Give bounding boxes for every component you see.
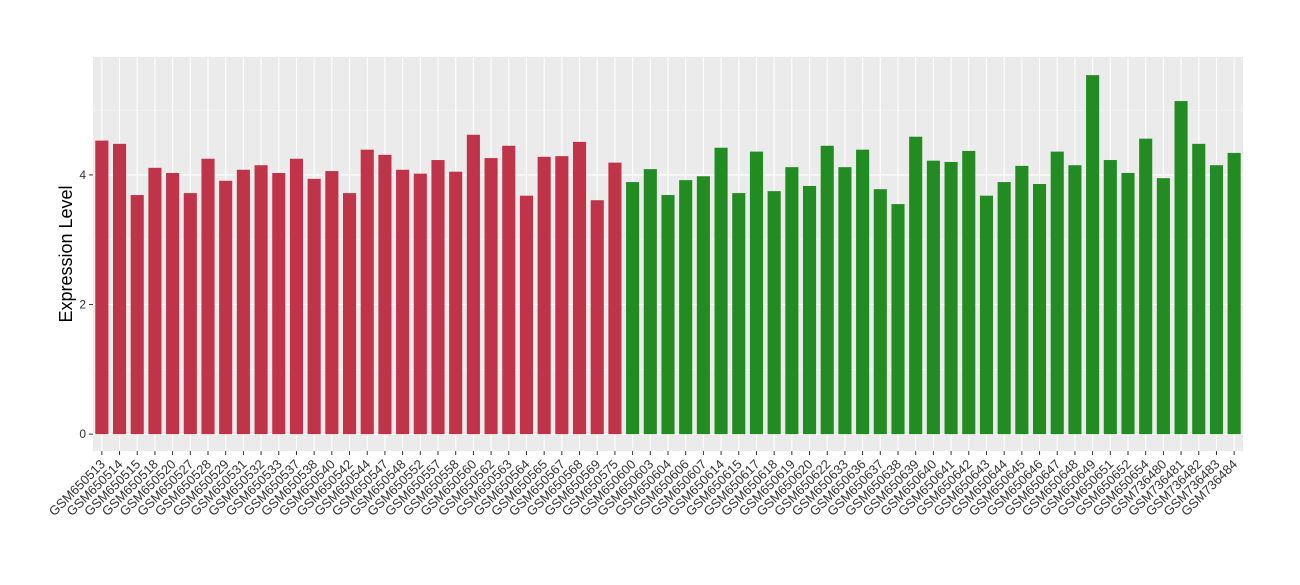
bar	[166, 172, 180, 435]
bar	[838, 167, 852, 435]
bar	[431, 160, 445, 435]
bar	[378, 154, 392, 435]
bar	[325, 171, 339, 435]
bar	[909, 136, 923, 435]
bar	[1032, 184, 1047, 435]
bar	[289, 158, 304, 435]
bar	[962, 150, 976, 435]
bar	[449, 171, 463, 435]
bar	[236, 169, 250, 435]
bar	[696, 176, 710, 435]
bar	[219, 180, 233, 435]
bar	[979, 195, 994, 435]
bar	[396, 169, 410, 435]
bar	[519, 195, 534, 435]
bar	[661, 195, 675, 435]
bar	[820, 145, 834, 435]
bar	[360, 149, 374, 435]
bar	[413, 173, 427, 435]
bar	[643, 169, 657, 435]
bar	[1068, 165, 1082, 435]
bar	[873, 189, 887, 435]
bar	[1227, 152, 1241, 435]
bar	[732, 193, 746, 435]
bar	[626, 182, 640, 435]
bar	[183, 193, 197, 435]
y-axis-label: Expression Level	[56, 185, 76, 322]
bar	[926, 160, 940, 435]
bar	[342, 193, 357, 435]
bar	[201, 158, 215, 435]
bar	[502, 145, 516, 435]
bar	[1103, 160, 1117, 435]
bar	[148, 167, 162, 435]
bar	[891, 204, 905, 435]
bar	[95, 140, 109, 435]
bar	[555, 156, 569, 435]
bar	[1156, 178, 1170, 435]
y-tick-label: 0	[79, 427, 86, 441]
bar	[590, 200, 604, 435]
bar	[944, 161, 958, 435]
bar	[1121, 172, 1135, 435]
y-tick-label: 2	[79, 298, 86, 312]
bar	[749, 151, 764, 435]
bar	[272, 172, 286, 435]
bar	[1086, 75, 1100, 435]
bar	[484, 158, 498, 435]
bar	[572, 141, 587, 435]
bar	[1015, 165, 1029, 435]
bar	[785, 167, 799, 435]
bar	[608, 162, 622, 435]
bar	[112, 143, 127, 435]
bar	[802, 185, 817, 435]
bar	[1139, 138, 1153, 435]
bar	[130, 195, 144, 435]
bar	[997, 182, 1011, 435]
y-tick-label: 4	[79, 168, 86, 182]
bar	[466, 134, 480, 435]
bar	[307, 178, 321, 435]
bar	[1192, 143, 1206, 435]
bar	[856, 149, 870, 435]
bar	[1209, 165, 1224, 435]
bar	[679, 180, 693, 435]
bar	[1050, 151, 1064, 435]
bar	[1174, 101, 1188, 435]
bar	[537, 156, 551, 435]
bar	[714, 147, 728, 435]
bar	[254, 165, 268, 435]
bar	[767, 191, 781, 435]
